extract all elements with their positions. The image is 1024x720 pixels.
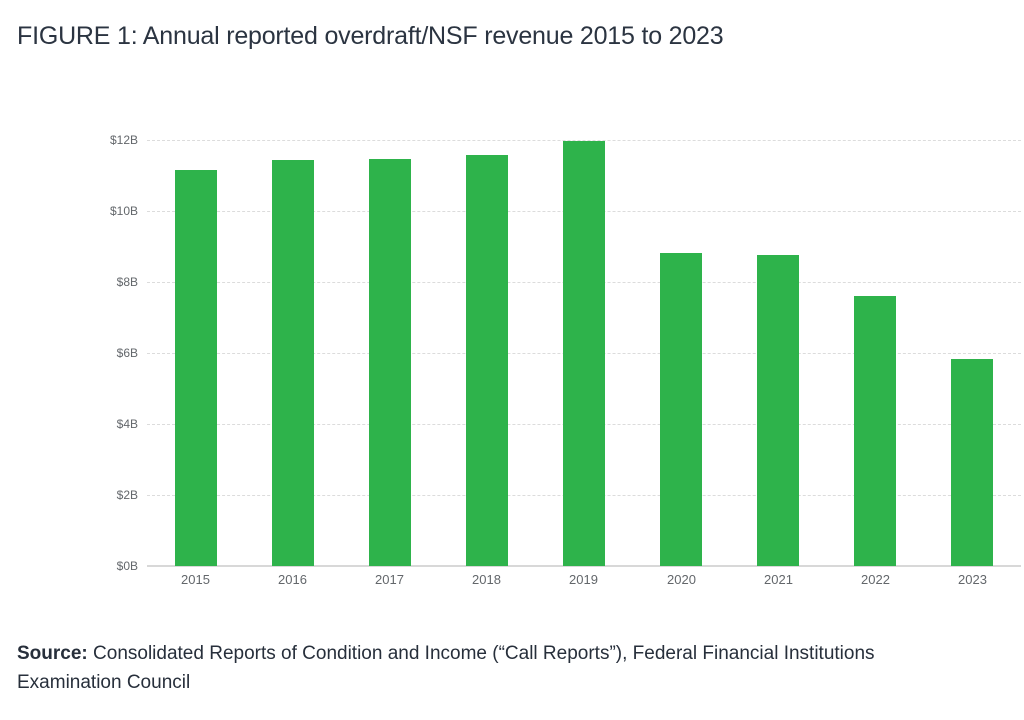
- source-note: Source: Consolidated Reports of Conditio…: [17, 639, 887, 697]
- x-axis-tick-label: 2018: [472, 572, 501, 587]
- y-axis-tick-label: $2B: [116, 488, 138, 502]
- source-label: Source:: [17, 643, 88, 664]
- bar-2020: [660, 253, 702, 566]
- x-axis-tick-label: 2015: [181, 572, 210, 587]
- bar-2023: [951, 359, 993, 566]
- figure-title: FIGURE 1: Annual reported overdraft/NSF …: [17, 22, 724, 50]
- bar-2015: [175, 170, 217, 566]
- bar-2016: [272, 160, 314, 566]
- x-axis-tick-label: 2022: [861, 572, 890, 587]
- gridline: [147, 140, 1021, 141]
- x-axis-tick-label: 2019: [569, 572, 598, 587]
- x-axis-tick-label: 2021: [764, 572, 793, 587]
- y-axis-tick-label: $10B: [109, 204, 138, 218]
- y-axis-tick-label: $4B: [116, 417, 138, 431]
- y-axis-tick-label: $0B: [116, 559, 138, 573]
- x-axis-tick-label: 2023: [958, 572, 987, 587]
- x-axis-tick-label: 2020: [667, 572, 696, 587]
- bar-2018: [466, 155, 508, 566]
- bar-2022: [854, 296, 896, 566]
- y-axis-tick-label: $6B: [116, 346, 138, 360]
- bar-2019: [563, 141, 605, 566]
- y-axis-tick-label: $8B: [116, 275, 138, 289]
- y-axis-tick-label: $12B: [109, 133, 138, 147]
- bar-2021: [757, 255, 799, 566]
- x-axis-tick-label: 2017: [375, 572, 404, 587]
- overdraft-revenue-bar-chart: $0B $2B $4B $6B $8B $10B $12B 2015 2016 2017 2018 2…: [109, 133, 1021, 587]
- x-axis-tick-label: 2016: [278, 572, 307, 587]
- x-axis-baseline: [147, 565, 1021, 567]
- bar-2017: [369, 159, 411, 566]
- source-text: Consolidated Reports of Condition and In…: [17, 643, 875, 693]
